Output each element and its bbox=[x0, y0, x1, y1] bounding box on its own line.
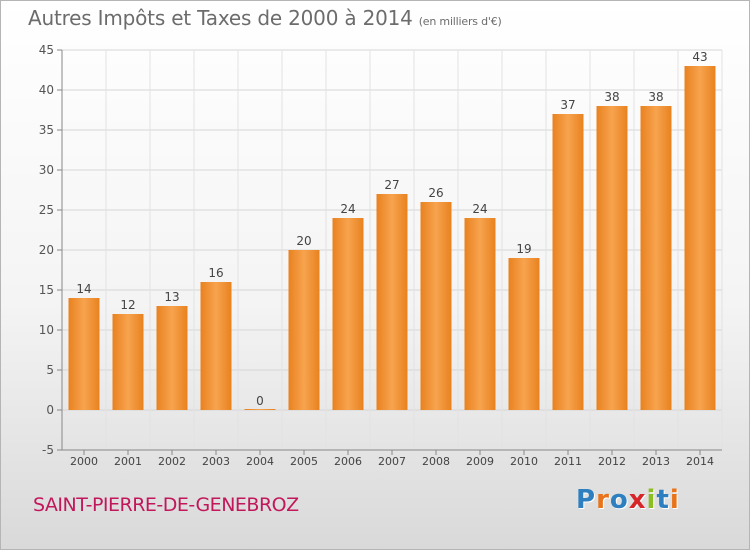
x-tick-label-2006: 2006 bbox=[334, 455, 362, 468]
chart-subtitle: (en milliers d'€) bbox=[418, 15, 502, 28]
bars bbox=[68, 66, 716, 410]
logo-letter: t bbox=[656, 485, 670, 515]
bar-2010 bbox=[508, 258, 540, 410]
data-label-2002: 13 bbox=[164, 290, 179, 304]
y-tick-label: 25 bbox=[39, 203, 54, 217]
chart-title-text: Autres Impôts et Taxes de 2000 à 2014 bbox=[28, 6, 413, 30]
logo-letter: i bbox=[669, 485, 680, 515]
bar-2013 bbox=[640, 106, 672, 410]
bar-2012 bbox=[596, 106, 628, 410]
data-label-2014: 43 bbox=[692, 50, 707, 64]
bar-2001 bbox=[112, 314, 144, 410]
x-tick-label-2005: 2005 bbox=[290, 455, 318, 468]
bar-2006 bbox=[332, 218, 364, 410]
data-label-2004: 0 bbox=[256, 394, 264, 408]
bar-2008 bbox=[420, 202, 452, 410]
y-tick-label: 35 bbox=[39, 123, 54, 137]
x-tick-label-2012: 2012 bbox=[598, 455, 626, 468]
x-tick-label-2001: 2001 bbox=[114, 455, 142, 468]
y-tick-label: 45 bbox=[39, 43, 54, 57]
y-tick-label: 20 bbox=[39, 243, 54, 257]
data-label-2007: 27 bbox=[384, 178, 399, 192]
data-label-2012: 38 bbox=[604, 90, 619, 104]
bar-2011 bbox=[552, 114, 584, 410]
data-label-2010: 19 bbox=[516, 242, 531, 256]
logo-letter: o bbox=[609, 485, 629, 515]
data-label-2000: 14 bbox=[76, 282, 91, 296]
data-label-2003: 16 bbox=[208, 266, 223, 280]
y-tick-label: 5 bbox=[46, 363, 54, 377]
data-label-2009: 24 bbox=[472, 202, 487, 216]
data-label-2006: 24 bbox=[340, 202, 355, 216]
bar-2007 bbox=[376, 194, 408, 410]
bar-2009 bbox=[464, 218, 496, 410]
bar-2014 bbox=[684, 66, 716, 410]
y-tick-label: 15 bbox=[39, 283, 54, 297]
bar-2000 bbox=[68, 298, 100, 410]
data-labels: 14 12 13 16 0 20 24 27 26 24 19 37 38 38 43 bbox=[76, 50, 707, 408]
y-tick-label: 0 bbox=[46, 403, 54, 417]
logo-letter: r bbox=[596, 485, 610, 515]
logo-letter: i bbox=[646, 485, 657, 515]
chart-title: Autres Impôts et Taxes de 2000 à 2014 (en… bbox=[28, 6, 502, 30]
y-tick-label: 10 bbox=[39, 323, 54, 337]
data-label-2011: 37 bbox=[560, 98, 575, 112]
data-label-2005: 20 bbox=[296, 234, 311, 248]
y-tick-label: -5 bbox=[42, 443, 54, 457]
x-tick-label-2009: 2009 bbox=[466, 455, 494, 468]
x-tick-label-2004: 2004 bbox=[246, 455, 274, 468]
x-tick-label-2007: 2007 bbox=[378, 455, 406, 468]
bar-2002 bbox=[156, 306, 188, 410]
x-tick-label-2011: 2011 bbox=[554, 455, 582, 468]
y-tick-label: 40 bbox=[39, 83, 54, 97]
data-label-2008: 26 bbox=[428, 186, 443, 200]
bar-2005 bbox=[288, 250, 320, 410]
x-tick-label-2010: 2010 bbox=[510, 455, 538, 468]
x-tick-label-2008: 2008 bbox=[422, 455, 450, 468]
data-label-2001: 12 bbox=[120, 298, 135, 312]
logo-letter: x bbox=[628, 485, 647, 515]
x-tick-label-2003: 2003 bbox=[202, 455, 230, 468]
proxiti-logo: Proxiti bbox=[576, 485, 680, 515]
logo-letter: P bbox=[576, 485, 597, 515]
x-tick-label-2002: 2002 bbox=[158, 455, 186, 468]
x-tick-label-2014: 2014 bbox=[686, 455, 714, 468]
y-tick-label: 30 bbox=[39, 163, 54, 177]
x-tick-label-2000: 2000 bbox=[70, 455, 98, 468]
x-tick-label-2013: 2013 bbox=[642, 455, 670, 468]
bar-2004 bbox=[244, 409, 276, 410]
data-label-2013: 38 bbox=[648, 90, 663, 104]
commune-name: SAINT-PIERRE-DE-GENEBROZ bbox=[33, 494, 299, 516]
bar-2003 bbox=[200, 282, 232, 410]
